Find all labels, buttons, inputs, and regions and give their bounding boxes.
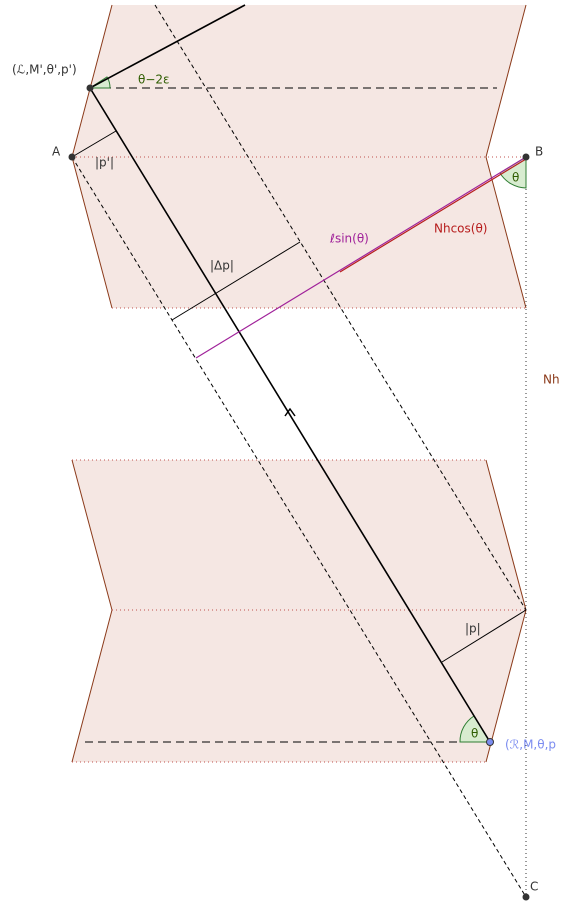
label: |p'|	[95, 156, 114, 170]
band-edge	[485, 4, 527, 309]
label: Nh	[543, 373, 560, 387]
l-sin-line	[195, 156, 527, 359]
point	[86, 84, 94, 92]
arrow	[284, 407, 296, 417]
label: |p|	[465, 622, 481, 636]
point	[486, 738, 494, 746]
lower-band	[72, 460, 526, 762]
label: A	[52, 145, 61, 159]
label: ℓsin(θ)	[329, 232, 369, 246]
nh-cos-line	[339, 158, 527, 273]
label: (ℛ,M,θ,p	[505, 738, 556, 752]
dashed-lines	[71, 4, 527, 898]
point	[522, 153, 530, 161]
label: θ	[471, 727, 478, 741]
label: |Δp|	[210, 259, 234, 273]
label: θ−2ε	[138, 73, 170, 87]
point	[522, 893, 530, 901]
upper-band	[72, 5, 526, 308]
solid-lines	[71, 4, 527, 743]
label: B	[535, 145, 543, 159]
label: C	[530, 880, 538, 894]
label: Nhcos(θ)	[434, 222, 487, 236]
point	[68, 153, 76, 161]
dotted-lines	[72, 156, 526, 763]
label: (ℒ,M',θ',p')	[12, 63, 77, 77]
label: θ	[512, 171, 519, 185]
